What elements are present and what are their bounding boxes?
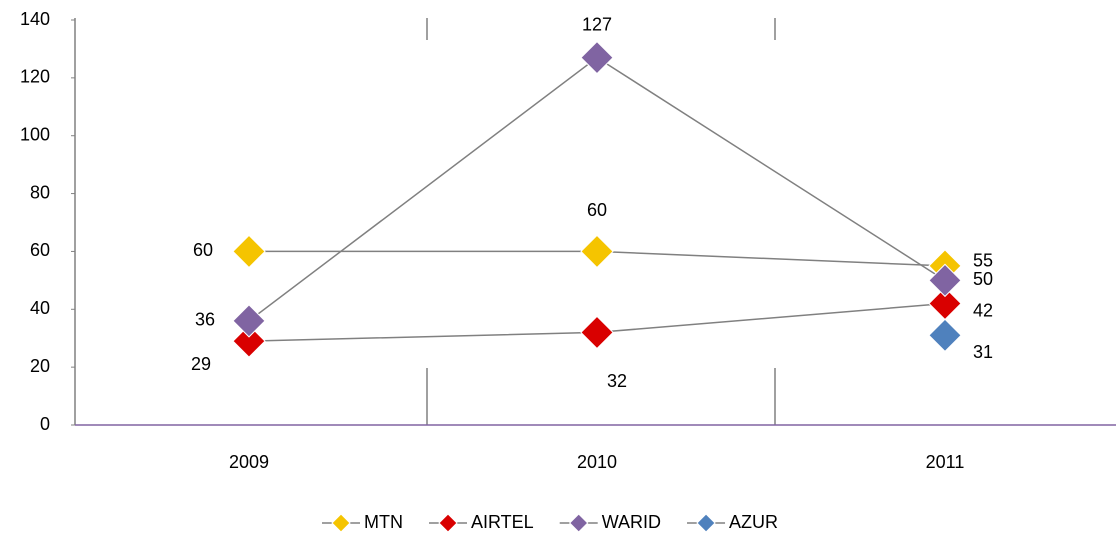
legend-label: AIRTEL xyxy=(471,512,534,532)
data-label: 60 xyxy=(587,200,607,220)
y-tick-label: 60 xyxy=(30,240,50,260)
data-label: 36 xyxy=(195,310,215,330)
legend-marker xyxy=(438,513,458,533)
marker xyxy=(580,234,614,269)
marker xyxy=(928,318,962,353)
data-label: 29 xyxy=(191,354,211,374)
x-tick-label: 2011 xyxy=(926,452,965,472)
y-tick-label: 0 xyxy=(40,414,50,434)
y-tick-label: 140 xyxy=(20,9,50,29)
marker xyxy=(232,304,266,338)
y-tick-label: 80 xyxy=(30,182,50,202)
y-tick-label: 100 xyxy=(20,124,50,144)
data-label: 31 xyxy=(973,342,993,362)
data-label: 60 xyxy=(193,240,213,260)
x-tick-label: 2009 xyxy=(229,452,269,472)
legend-label: MTN xyxy=(364,512,403,532)
marker xyxy=(580,315,614,350)
legend-label: AZUR xyxy=(729,512,778,532)
legend-label: WARID xyxy=(602,512,661,532)
data-label: 50 xyxy=(973,269,993,289)
legend-marker xyxy=(568,513,589,533)
data-label: 42 xyxy=(973,300,993,320)
marker xyxy=(232,234,266,269)
series-line xyxy=(248,56,946,322)
y-tick-label: 40 xyxy=(30,298,50,318)
marker xyxy=(928,263,962,298)
data-label: 127 xyxy=(582,14,612,34)
legend-marker xyxy=(331,513,351,533)
y-tick-label: 120 xyxy=(20,67,50,87)
marker xyxy=(232,324,266,358)
legend-marker xyxy=(696,513,716,533)
y-tick-label: 20 xyxy=(30,356,50,376)
data-label: 55 xyxy=(973,251,993,271)
x-tick-label: 2010 xyxy=(577,452,617,472)
data-label: 32 xyxy=(607,371,627,391)
marker xyxy=(580,40,614,75)
